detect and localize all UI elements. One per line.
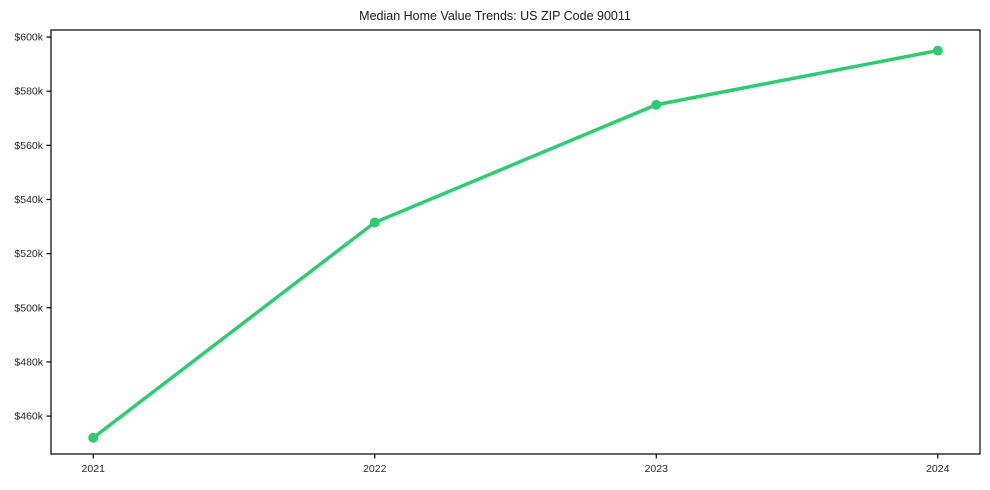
y-tick-label: $600k	[14, 32, 43, 44]
x-tick-label: 2021	[82, 463, 106, 475]
x-axis: 2021 2022 2023 2024	[82, 454, 950, 475]
y-tick-label: $500k	[14, 302, 43, 314]
data-point-marker	[88, 432, 99, 443]
trend-line	[91, 48, 940, 440]
x-tick-label: 2024	[926, 463, 950, 475]
y-tick-label: $520k	[14, 248, 43, 260]
y-tick-label: $460k	[14, 411, 43, 423]
y-axis: $460k $480k $500k $520k $540k $560k $580k $600k	[14, 32, 51, 423]
chart-title: Median Home Value Trends: US ZIP Code 90…	[359, 9, 631, 23]
y-tick-label: $580k	[14, 86, 43, 98]
plot-border	[50, 29, 981, 455]
x-tick-label: 2022	[363, 463, 387, 475]
y-tick-label: $480k	[14, 356, 43, 368]
data-point-marker	[369, 217, 380, 228]
x-tick-label: 2023	[645, 463, 669, 475]
data-point-marker	[932, 45, 943, 56]
trend-line-series	[88, 45, 943, 443]
y-tick-label: $540k	[14, 194, 43, 206]
y-tick-label: $560k	[14, 140, 43, 152]
data-point-marker	[651, 99, 662, 110]
